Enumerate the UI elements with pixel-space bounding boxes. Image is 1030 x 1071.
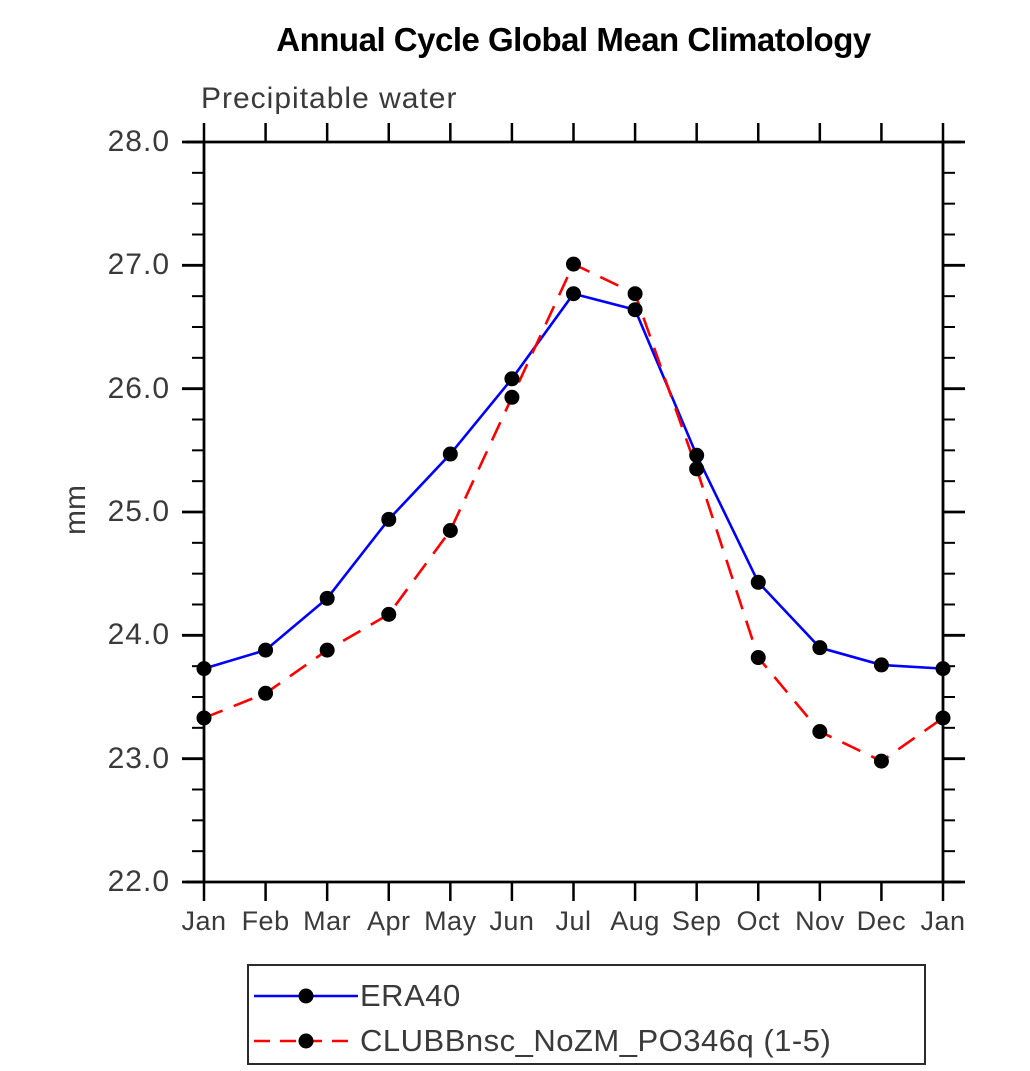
chart-title: Annual Cycle Global Mean Climatology bbox=[276, 21, 871, 58]
data-point-marker bbox=[442, 523, 458, 538]
legend-line-sample bbox=[254, 988, 358, 1004]
data-point-marker bbox=[689, 447, 705, 463]
series-line-era40 bbox=[203, 292, 944, 670]
y-tick-label: 27.0 bbox=[107, 248, 170, 282]
legend-entry-clubb: CLUBBnsc_NoZM_PO346q (1-5) bbox=[252, 1023, 831, 1059]
data-point-marker bbox=[381, 511, 397, 527]
data-point-marker bbox=[319, 642, 335, 658]
chart-subtitle: Precipitable water bbox=[201, 82, 458, 115]
legend-line-sample bbox=[254, 1033, 358, 1049]
data-point-marker bbox=[566, 256, 581, 272]
data-point-marker bbox=[258, 685, 274, 701]
x-tick-label: Jul bbox=[555, 906, 592, 936]
data-point-marker bbox=[442, 446, 458, 462]
x-tick-label: Apr bbox=[366, 906, 411, 936]
x-tick-label: Jan bbox=[920, 906, 966, 936]
legend-marker bbox=[298, 988, 314, 1004]
data-point-marker bbox=[196, 710, 212, 726]
data-point-marker bbox=[812, 724, 828, 740]
y-tick-label: 23.0 bbox=[107, 741, 170, 775]
x-tick-label: Feb bbox=[241, 906, 290, 936]
legend-label: ERA40 bbox=[360, 978, 461, 1013]
data-point-marker bbox=[873, 657, 889, 673]
data-point-marker bbox=[196, 661, 212, 677]
series-line-clubb bbox=[203, 262, 944, 763]
data-point-marker bbox=[873, 753, 889, 769]
legend-marker bbox=[298, 1033, 314, 1049]
x-tick-label: Mar bbox=[303, 906, 352, 936]
x-tick-label: Oct bbox=[736, 906, 780, 936]
legend-entry-era40: ERA40 bbox=[252, 978, 461, 1014]
data-point-marker bbox=[750, 574, 766, 590]
x-tick-label: May bbox=[424, 906, 477, 936]
x-tick-label: Jun bbox=[489, 906, 535, 936]
data-point-marker bbox=[689, 461, 705, 477]
data-point-marker bbox=[258, 642, 274, 658]
legend-box: ERA40 CLUBBnsc_NoZM_PO346q (1-5) bbox=[247, 964, 926, 1065]
y-tick-label: 22.0 bbox=[107, 865, 170, 898]
data-point-marker bbox=[935, 661, 951, 677]
x-tick-label: Nov bbox=[795, 906, 845, 936]
data-point-marker bbox=[504, 371, 520, 387]
data-point-marker bbox=[319, 590, 335, 606]
y-tick-label: 24.0 bbox=[107, 618, 170, 652]
data-point-marker bbox=[750, 650, 766, 666]
data-point-marker bbox=[627, 302, 643, 318]
x-tick-label: Dec bbox=[856, 906, 907, 936]
x-tick-label: Sep bbox=[671, 906, 722, 936]
legend-label: CLUBBnsc_NoZM_PO346q (1-5) bbox=[360, 1023, 832, 1058]
data-point-marker bbox=[566, 286, 581, 302]
data-point-marker bbox=[812, 640, 828, 656]
data-point-marker bbox=[935, 710, 951, 726]
x-tick-label: Aug bbox=[610, 906, 660, 936]
y-tick-label: 25.0 bbox=[107, 495, 170, 528]
data-point-marker bbox=[381, 606, 397, 622]
x-tick-label: Jan bbox=[181, 906, 227, 936]
data-point-marker bbox=[627, 286, 643, 302]
data-point-marker bbox=[504, 389, 520, 405]
y-tick-label: 28.0 bbox=[107, 125, 170, 158]
y-tick-label: 26.0 bbox=[107, 371, 170, 405]
